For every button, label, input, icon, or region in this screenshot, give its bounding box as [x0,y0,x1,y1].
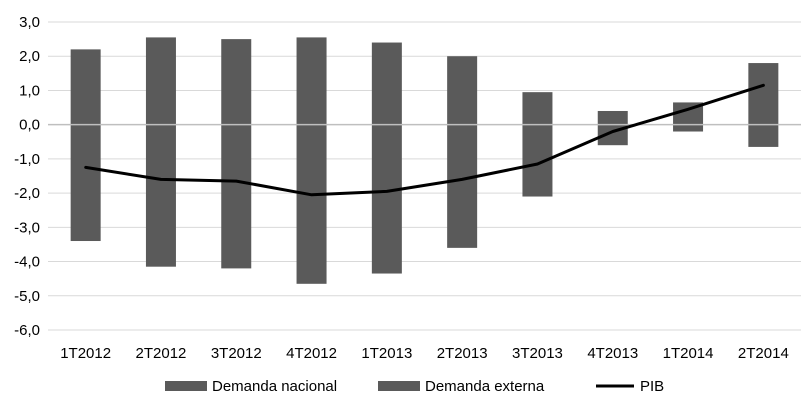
bar-demanda-externa [522,92,553,125]
y-tick-label: 0,0 [19,117,40,134]
y-tick-label: -6,0 [14,322,40,339]
bar-demanda-nacional [221,124,252,269]
bar-demanda-externa [748,63,779,125]
bar-demanda-externa [145,37,176,125]
y-tick-label: -1,0 [14,151,40,168]
legend-swatch [165,381,207,391]
bar-demanda-nacional [673,124,704,132]
x-tick-label: 4T2012 [286,345,337,362]
legend: Demanda nacional Demanda externa PIB [165,378,664,395]
x-tick-label: 2T2013 [437,345,488,362]
x-tick-label: 3T2012 [211,345,262,362]
bar-demanda-externa [597,110,628,125]
bar-demanda-nacional [70,124,101,242]
x-tick-label: 1T2014 [663,345,714,362]
bar-demanda-nacional [748,124,779,147]
y-tick-label: 2,0 [19,48,40,65]
y-tick-label: 1,0 [19,82,40,99]
bar-demanda-nacional [145,124,176,267]
x-tick-label: 2T2014 [738,345,789,362]
x-tick-label: 1T2012 [60,345,111,362]
legend-swatch [378,381,420,391]
y-tick-label: -2,0 [14,185,40,202]
y-axis-ticks: 3,0 2,0 1,0 0,0 -1,0 -2,0 -3,0 -4,0 -5,0 -6,0 [14,14,40,339]
x-tick-label: 2T2012 [136,345,187,362]
y-tick-label: -5,0 [14,288,40,305]
x-tick-label: 4T2013 [587,345,638,362]
bars [70,37,779,284]
bar-demanda-nacional [296,124,327,284]
bar-demanda-externa [296,37,327,125]
bar-demanda-externa [70,49,101,125]
bar-demanda-nacional [371,124,402,274]
x-tick-label: 1T2013 [361,345,412,362]
legend-label: Demanda externa [425,378,545,395]
bar-demanda-externa [221,39,252,125]
y-tick-label: -3,0 [14,219,40,236]
bar-demanda-externa [371,42,402,125]
bar-demanda-nacional [447,124,478,248]
legend-label: PIB [640,378,664,395]
bar-demanda-externa [447,56,478,125]
x-axis-ticks: 1T2012 2T2012 3T2012 4T2012 1T2013 2T2013 3T20… [60,345,789,362]
pib-line [84,83,765,197]
legend-label: Demanda nacional [212,378,337,395]
y-tick-label: 3,0 [19,14,40,31]
x-tick-label: 3T2013 [512,345,563,362]
y-tick-label: -4,0 [14,254,40,271]
